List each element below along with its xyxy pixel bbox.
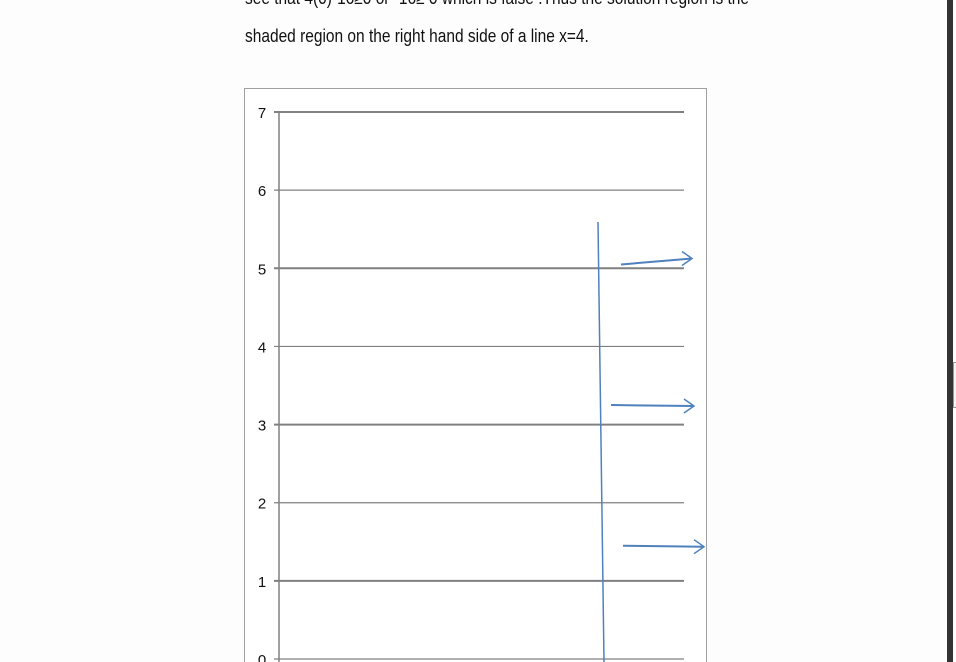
- chart-frame: [244, 88, 707, 662]
- y-tick-label: 7: [258, 105, 266, 122]
- y-tick-label: 6: [258, 183, 266, 200]
- paragraph-line-1: see that 4(0)-16≥0 or -16≥ 0 which is fa…: [245, 0, 749, 9]
- y-tick-label: 3: [258, 418, 266, 435]
- y-tick-label: 4: [258, 339, 266, 356]
- boundary-line: [597, 221, 605, 662]
- arrow-right-icon: [622, 539, 706, 555]
- y-tick-label: 0: [258, 652, 266, 662]
- y-tick-label: 1: [258, 574, 266, 591]
- arrow-right-icon: [610, 398, 696, 414]
- y-tick-label: 2: [258, 496, 266, 513]
- scrollbar[interactable]: [947, 0, 953, 662]
- y-tick-label: 5: [258, 261, 266, 278]
- paragraph-line-2: shaded region on the right hand side of …: [245, 26, 589, 46]
- scroll-thumb[interactable]: [953, 362, 956, 408]
- arrow-right-icon: [620, 250, 694, 267]
